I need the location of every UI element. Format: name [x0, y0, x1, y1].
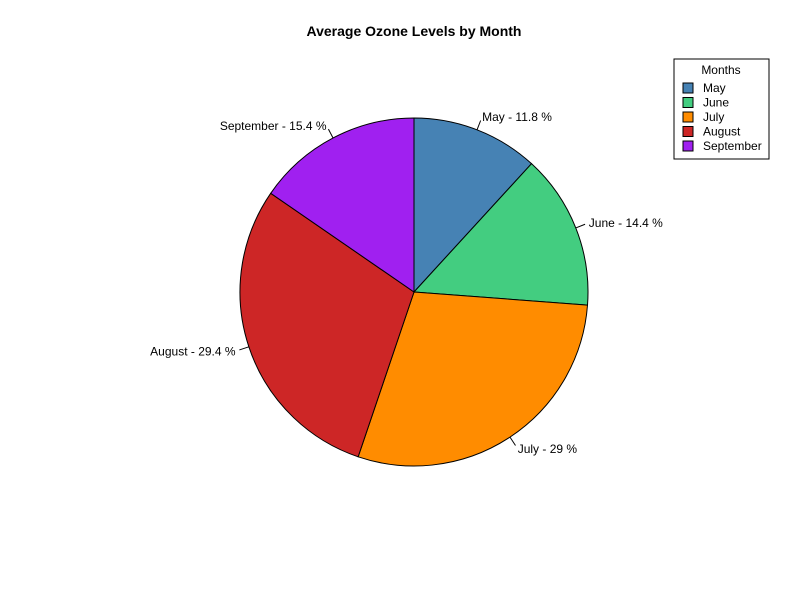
legend-swatch-august — [682, 126, 694, 137]
pie-slice-june — [412, 162, 589, 306]
pie-label-june: June - 14.4 % — [589, 216, 663, 230]
pie-label-tick-july — [509, 436, 516, 446]
legend-title: Months — [701, 63, 740, 77]
legend-label-may: May — [703, 81, 726, 95]
legend-swatch-july — [682, 111, 694, 123]
pie-label-tick-may — [476, 120, 482, 131]
legend-label-july: July — [703, 110, 724, 124]
pie-label-may: May - 11.8 % — [482, 110, 552, 124]
pie-label-tick-august — [239, 346, 250, 351]
legend-label-september: September — [703, 139, 762, 153]
legend-label-june: June — [703, 96, 729, 110]
pie-label-august: August - 29.4 % — [150, 344, 236, 358]
pie-label-july: July - 29 % — [518, 442, 578, 456]
pie-labels: May - 11.8 % June - 14.4 % July - 29 % Augu… — [150, 110, 663, 456]
pie-label-tick-june — [575, 223, 586, 229]
chart-title: Average Ozone Levels by Month — [307, 23, 522, 39]
pie-slice-july — [357, 291, 589, 467]
legend-label-august: August — [703, 125, 741, 139]
pie-slices — [239, 117, 589, 467]
pie-label-tick-september — [327, 128, 334, 139]
pie-slice-may — [413, 117, 533, 294]
legend-swatch-june — [682, 97, 694, 108]
legend-swatch-september — [682, 140, 694, 152]
pie-label-september: September - 15.4 % — [220, 119, 327, 133]
legend-swatch-may — [682, 82, 694, 94]
